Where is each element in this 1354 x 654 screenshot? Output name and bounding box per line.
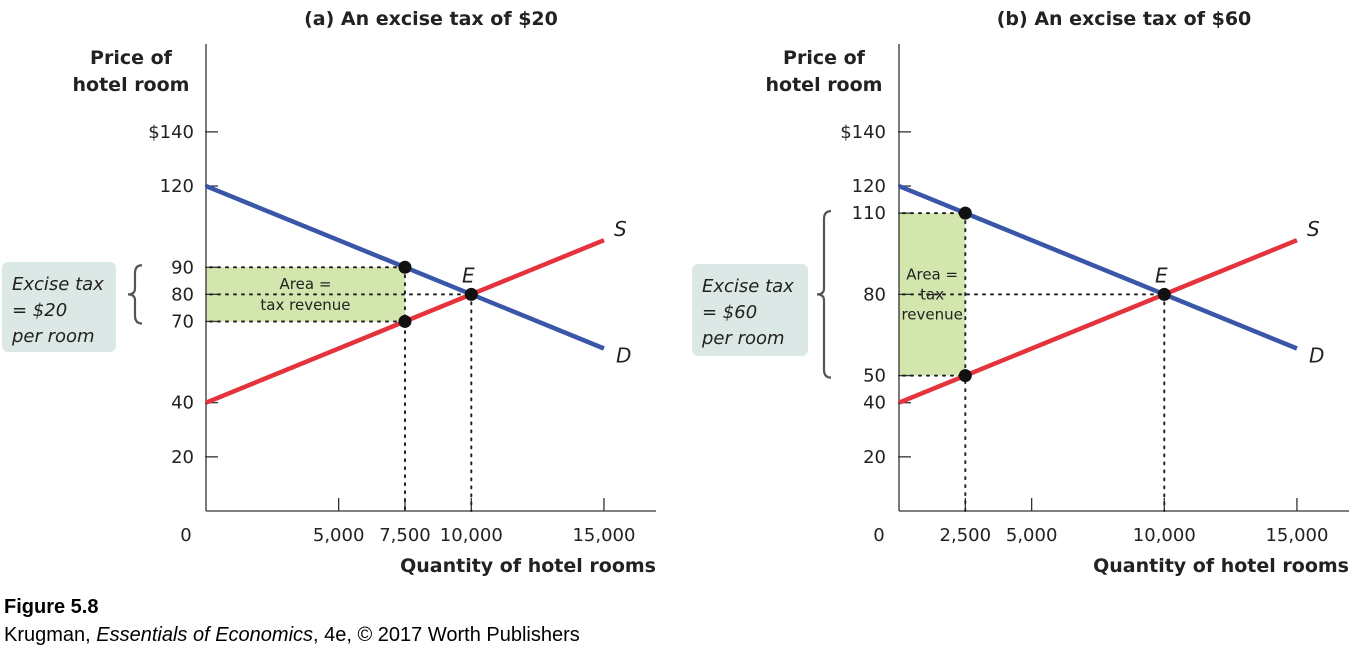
source-book: Essentials of Economics (96, 624, 314, 646)
panel-b-curve-label-D: D (1309, 344, 1324, 368)
panel-b-curve-label-S: S (1307, 217, 1320, 241)
panel-b-y-tick-label-40: 40 (863, 393, 886, 414)
panel-a-curve-label-S: S (614, 217, 627, 241)
figure-title: Figure 5.8 (4, 596, 99, 618)
figure-source: Krugman, Essentials of Economics, 4e, © … (4, 624, 580, 647)
panel-b-x-tick-label-2500: 2,500 (940, 525, 992, 546)
panel-a-tax-box-line-1: Excise tax (12, 274, 104, 295)
panel-b-y-axis-label-line-2: hotel room (766, 74, 883, 96)
panel-a-tax-area-label-line-1: Area = (280, 275, 332, 293)
panel-a-curve-label-D: D (616, 344, 631, 368)
panel-a-y-axis-label-line-2: hotel room (73, 74, 190, 96)
panel-a-tax-box-line-3: per room (11, 326, 95, 347)
source-rest: , 4e, © 2017 Worth Publishers (313, 624, 580, 646)
excise-tax-figure: (a) An excise tax of $20 Price of hotel ro… (2, 8, 1349, 577)
panel-b-y-axis-label-line-1: Price of (783, 47, 866, 69)
panel-a-equilibrium-point (464, 287, 478, 301)
panel-b-title: (b) An excise tax of $60 (997, 8, 1252, 30)
panel-b-tax-area-label-line-2: tax (920, 285, 944, 303)
panel-b-tax-area-label-line-1: Area = (906, 265, 958, 283)
panel-a-y-tick-label-120: 120 (160, 176, 194, 197)
panel-b-tax-box-line-1: Excise tax (702, 276, 794, 297)
panel-a-y-tick-label-40: 40 (171, 393, 194, 414)
panel-b-y-tick-label-50: 50 (863, 366, 886, 387)
panel-a-x-tick-label-5000: 5,000 (313, 525, 365, 546)
panel-b-x-tick-label-15000: 15,000 (1265, 525, 1328, 546)
panel-a-equilibrium-label: E (462, 263, 475, 287)
panel-a-y-tick-label-70: 70 (171, 311, 194, 332)
panel-a-tax-area-label-line-2: tax revenue (260, 296, 350, 314)
panel-a-title: (a) An excise tax of $20 (304, 8, 558, 30)
panel-b-y-tick-label-80: 80 (863, 284, 886, 305)
panel-a-y-tick-label-80: 80 (171, 284, 194, 305)
panel-a-tax-brace (127, 264, 143, 325)
panel-b-tax-box-line-3: per room (701, 328, 785, 349)
panel-b-x-tick-label-5000: 5,000 (1006, 525, 1058, 546)
panel-b-chart: (b) An excise tax of $60 Price of hotel ro… (692, 8, 1349, 577)
panel-a-x-tick-label-7500: 7,500 (379, 525, 431, 546)
panel-a-tax-point-2 (398, 314, 412, 328)
panel-a-origin-label: 0 (180, 525, 191, 546)
panel-a-y-tick-label-90: 90 (171, 257, 194, 278)
panel-a-x-tick-label-10000: 10,000 (440, 525, 503, 546)
panel-a-chart: (a) An excise tax of $20 Price of hotel ro… (2, 8, 656, 577)
panel-b-x-axis-label: Quantity of hotel rooms (1093, 555, 1349, 577)
panel-b-tax-point-2 (958, 369, 972, 383)
panel-a-tax-box-line-2: = $20 (12, 300, 67, 321)
panel-b-tax-box (692, 264, 808, 356)
panel-a-tax-box (2, 262, 116, 352)
panel-b-equilibrium-point (1157, 287, 1171, 301)
panel-b-tax-point-1 (958, 206, 972, 220)
panel-a-y-axis-label-line-1: Price of (90, 47, 173, 69)
panel-b-tax-area-label-line-3: revenue (901, 305, 962, 323)
panel-a-y-tick-label-20: 20 (171, 447, 194, 468)
panel-a-tax-point-1 (398, 260, 412, 274)
panel-a-y-tick-label-140: $140 (148, 122, 194, 143)
panel-a-x-axis-label: Quantity of hotel rooms (400, 555, 656, 577)
panel-b-origin-label: 0 (873, 525, 884, 546)
panel-b-equilibrium-label: E (1155, 263, 1168, 287)
panel-b-tax-box-line-2: = $60 (702, 302, 757, 323)
panel-a-x-tick-label-15000: 15,000 (572, 525, 635, 546)
panel-b-y-tick-label-20: 20 (863, 447, 886, 468)
panel-b-y-tick-label-110: 110 (852, 203, 886, 224)
source-author: Krugman, (4, 624, 97, 646)
panel-b-y-tick-label-120: 120 (852, 176, 886, 197)
panel-b-tax-brace (816, 210, 832, 379)
panel-b-y-tick-label-140: $140 (840, 122, 886, 143)
panel-b-x-tick-label-10000: 10,000 (1133, 525, 1196, 546)
